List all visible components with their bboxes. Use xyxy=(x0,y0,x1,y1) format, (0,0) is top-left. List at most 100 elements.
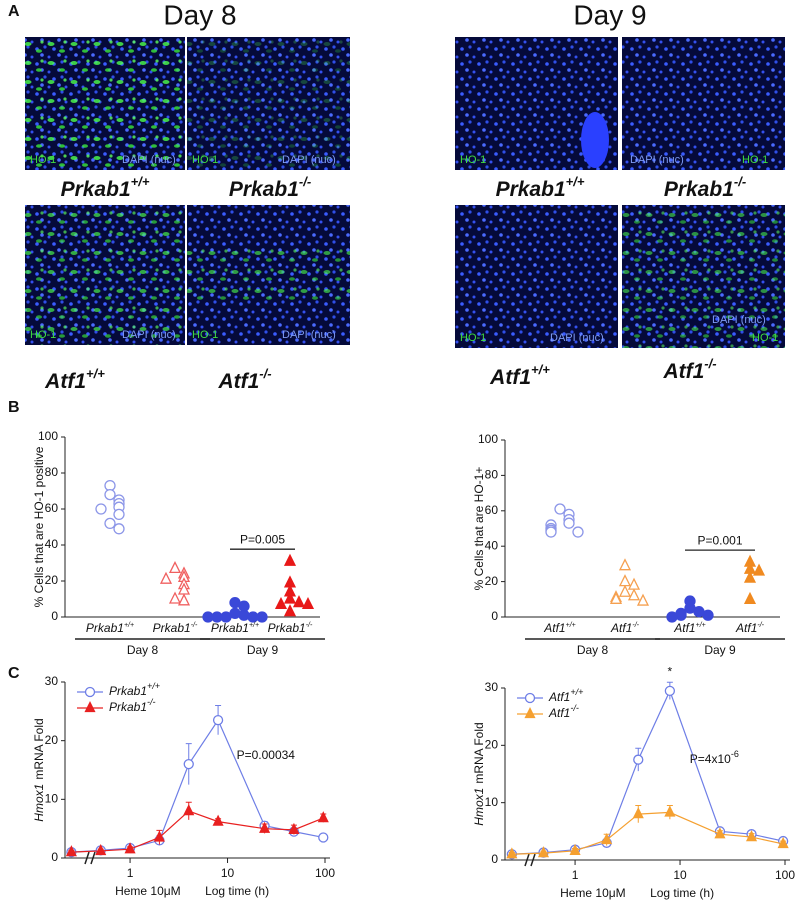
label: Atf1+/+ xyxy=(673,621,705,635)
stain-label: HO-1 xyxy=(30,154,56,166)
marker xyxy=(752,563,766,576)
panel-title: Day 9 xyxy=(573,0,646,30)
marker xyxy=(664,805,676,817)
panel-label: B xyxy=(8,399,20,416)
label-sup: +/+ xyxy=(566,622,576,629)
label: Atf1+/+ xyxy=(543,621,575,635)
marker xyxy=(627,577,641,590)
label-sup: +/+ xyxy=(124,622,134,629)
x-tick-label: 10 xyxy=(673,868,687,882)
y-tick-label: 20 xyxy=(485,738,499,752)
marker xyxy=(104,488,116,501)
image-nuclei xyxy=(455,205,618,348)
marker xyxy=(777,836,789,849)
marker xyxy=(65,845,77,857)
marker xyxy=(702,609,714,621)
image-stain xyxy=(25,37,185,170)
marker xyxy=(569,843,581,855)
marker xyxy=(212,714,224,726)
genotype-label: Atf1-/- xyxy=(662,356,716,383)
marker xyxy=(283,553,297,566)
marker xyxy=(666,611,678,623)
marker xyxy=(113,523,125,535)
image-stain xyxy=(622,205,785,348)
micrograph: HO-1 DAPI (nuc) xyxy=(25,205,185,345)
y-tick-label: 10 xyxy=(45,792,59,806)
label: Prkab1+/+ xyxy=(109,681,160,698)
label: Prkab1+/+ xyxy=(86,621,134,635)
legend-marker xyxy=(524,692,536,704)
y-tick-label: 30 xyxy=(485,680,499,694)
stain-label: HO-1 xyxy=(752,332,778,344)
micrograph: HO-1 xyxy=(455,37,618,170)
marker xyxy=(283,604,297,617)
genotype-label: Atf1-/- xyxy=(217,366,271,393)
annotation: P=0.00034 xyxy=(237,748,296,762)
legend-marker xyxy=(84,686,96,698)
marker xyxy=(283,591,297,604)
annotation-text: P=4x10 xyxy=(690,752,731,766)
image-stain xyxy=(25,205,185,345)
marker xyxy=(202,611,214,623)
x-tick-label: 100 xyxy=(315,866,335,880)
x-tick-label: 1 xyxy=(572,868,579,882)
micrograph: HO-1 DAPI (nuc) xyxy=(187,37,350,170)
panel-label: A xyxy=(8,3,20,20)
axis-break xyxy=(84,851,96,865)
panel-label: C xyxy=(8,665,20,682)
y-tick-label: 0 xyxy=(491,852,498,866)
x-tick-label: 1 xyxy=(127,866,134,880)
genotype-label: Prkab1-/- xyxy=(664,174,746,201)
annotation: P=0.005 xyxy=(240,532,285,546)
label-main: Atf1 xyxy=(610,621,632,635)
image-stain xyxy=(187,37,350,170)
y-tick-label: 40 xyxy=(45,537,59,551)
label-main: Atf1 xyxy=(543,621,565,635)
micrograph: HO-1 DAPI (nuc) xyxy=(25,37,185,170)
label: Prkab1-/- xyxy=(109,697,156,714)
label-main: Prkab1 xyxy=(109,700,147,714)
marker xyxy=(95,503,107,515)
marker xyxy=(627,588,641,601)
label-sup: -/- xyxy=(570,703,579,713)
marker xyxy=(292,595,306,608)
asterisk: * xyxy=(668,664,673,678)
stain-label: HO-1 xyxy=(460,154,486,166)
stain-label: HO-1 xyxy=(742,154,768,166)
annotation-sup: -6 xyxy=(731,750,739,760)
y-axis-label: Hmox1 mRNA Fold xyxy=(32,718,46,821)
panel-title: Day 8 xyxy=(163,0,236,30)
micrograph: HO-1 DAPI (nuc) xyxy=(187,205,350,345)
label-sup: +/+ xyxy=(249,622,259,629)
y-label-gene: Hmox1 xyxy=(32,784,46,822)
marker xyxy=(745,830,758,842)
y-label-gene: Hmox1 xyxy=(472,788,486,826)
series-line xyxy=(71,810,324,853)
marker xyxy=(572,526,584,538)
x-axis-label: Log time (h) xyxy=(650,886,714,900)
label-sup: -/- xyxy=(147,697,156,707)
marker xyxy=(636,593,650,606)
marker xyxy=(256,611,268,623)
y-tick-label: 30 xyxy=(45,674,59,688)
label-main: Prkab1 xyxy=(86,621,124,635)
label-sup: -/- xyxy=(632,622,639,629)
marker xyxy=(618,558,632,571)
marker xyxy=(609,591,623,604)
micrograph: DAPI (nuc) HO-1 xyxy=(622,37,785,170)
group-label: Day 8 xyxy=(127,643,159,657)
annotation-text: P=0.00034 xyxy=(237,748,296,762)
micrograph: DAPI (nuc) HO-1 xyxy=(622,205,785,348)
stain-label: DAPI (nuc) xyxy=(712,314,766,326)
genotype-label: Prkab1+/+ xyxy=(61,174,150,201)
marker xyxy=(183,758,194,770)
micrograph: HO-1 DAPI (nuc) xyxy=(455,205,618,348)
marker xyxy=(153,830,165,842)
marker xyxy=(212,814,224,826)
y-tick-label: 20 xyxy=(485,574,499,588)
marker xyxy=(537,846,550,858)
x-tick-label: 10 xyxy=(221,866,235,880)
legend-marker xyxy=(84,701,96,713)
marker xyxy=(618,574,632,587)
series-line xyxy=(71,718,324,853)
